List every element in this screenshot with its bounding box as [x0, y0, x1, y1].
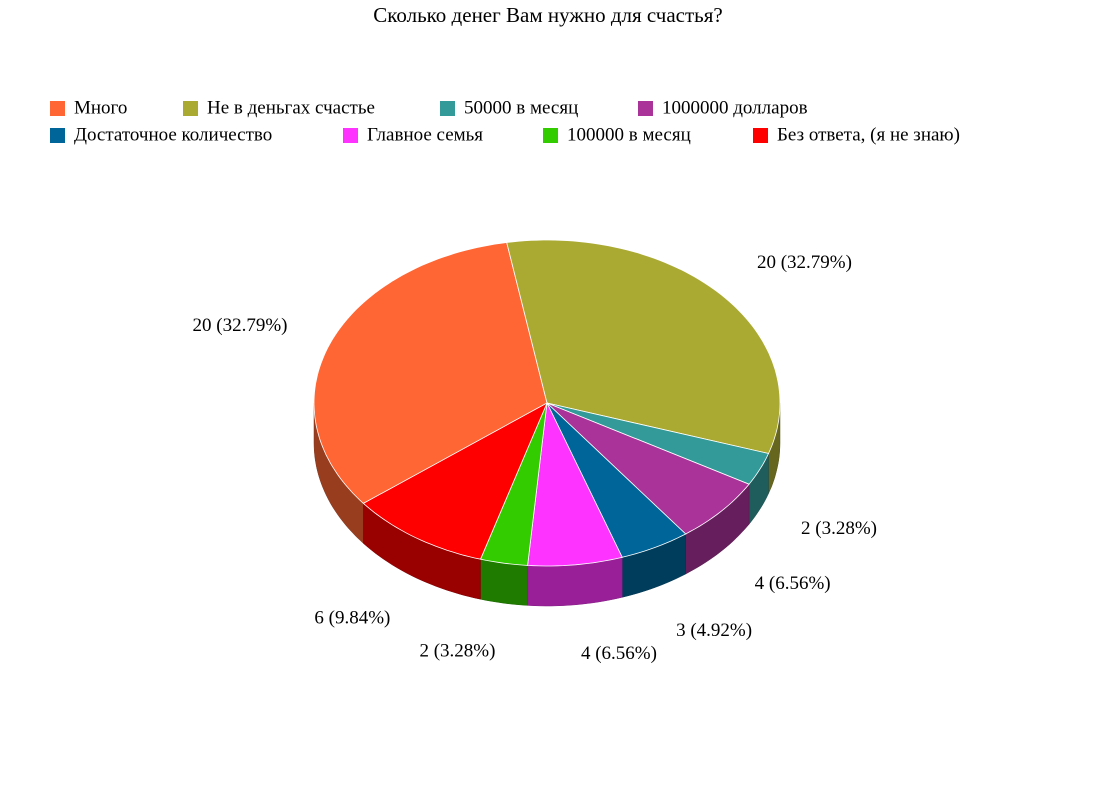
- slice: [546, 402, 750, 535]
- data-label: 20 (32.79%): [757, 252, 852, 273]
- legend-label: 50000 в месяц: [464, 97, 578, 118]
- legend-label: Главное семья: [367, 124, 483, 145]
- slice-side: [480, 558, 528, 606]
- data-label: 4 (6.56%): [581, 643, 657, 664]
- slice: [313, 242, 548, 504]
- legend-swatch: [753, 128, 768, 143]
- legend-swatch: [183, 101, 198, 116]
- legend-label: 1000000 долларов: [662, 97, 808, 118]
- legend-label: Без ответа, (я не знаю): [777, 124, 960, 145]
- legend-swatch: [50, 128, 65, 143]
- slice: [362, 402, 548, 560]
- legend-label: 100000 в месяц: [567, 124, 691, 145]
- data-label: 4 (6.56%): [755, 573, 831, 594]
- slice: [506, 239, 781, 454]
- chart-title: Сколько денег Вам нужно для счастья?: [373, 3, 722, 27]
- slice: [546, 402, 687, 558]
- legend-swatch: [440, 101, 455, 116]
- legend-label: Не в деньгах счастье: [207, 97, 375, 118]
- slice: [527, 401, 623, 567]
- legend-swatch: [543, 128, 558, 143]
- legend-swatch: [50, 101, 65, 116]
- slice: [479, 402, 548, 566]
- legend-swatch: [343, 128, 358, 143]
- legend-label: Достаточное количество: [74, 124, 272, 145]
- slice: [546, 402, 770, 485]
- legend-swatch: [638, 101, 653, 116]
- data-label: 2 (3.28%): [801, 518, 877, 539]
- legend-label: Много: [74, 97, 127, 118]
- data-label: 3 (4.92%): [676, 620, 752, 641]
- data-label: 20 (32.79%): [193, 315, 288, 336]
- data-label: 6 (9.84%): [314, 607, 390, 628]
- data-label: 2 (3.28%): [419, 641, 495, 662]
